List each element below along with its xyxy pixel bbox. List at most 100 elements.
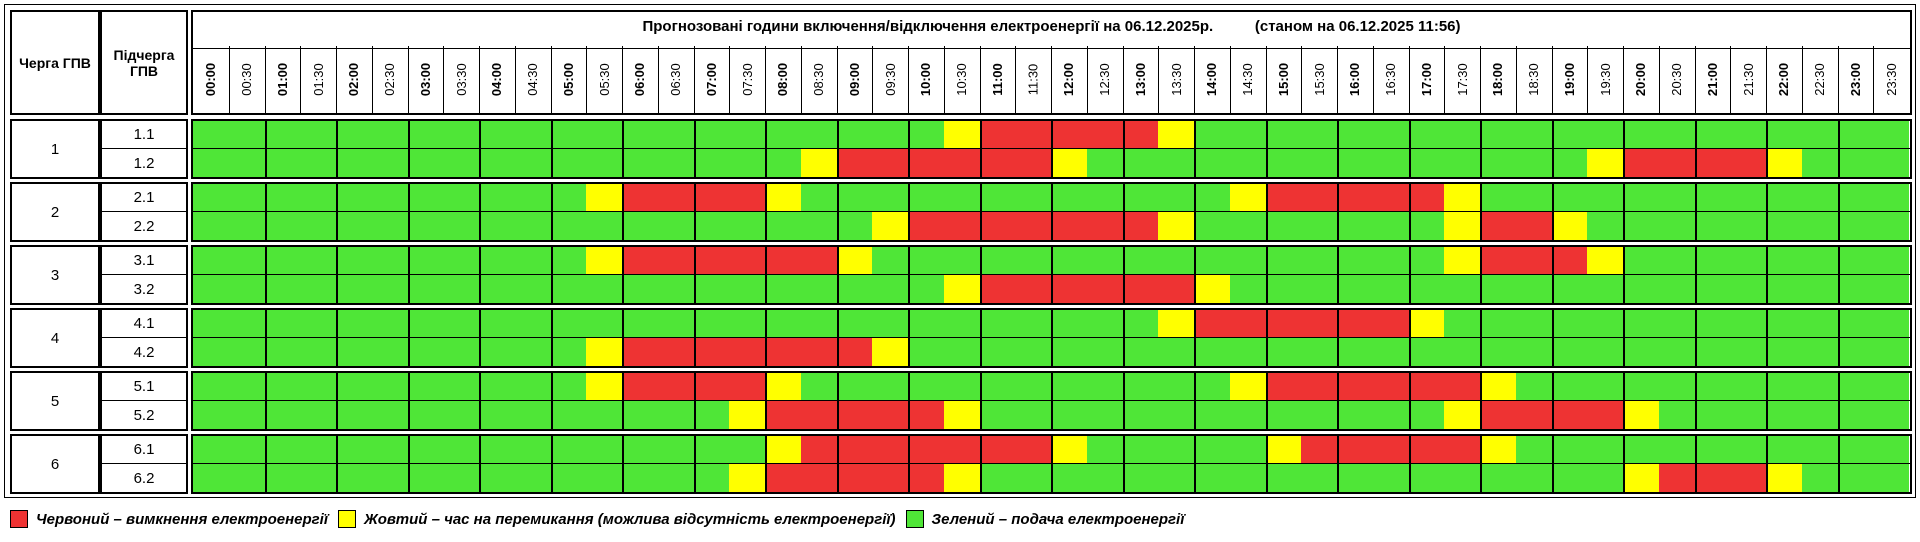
- time-separator: [765, 46, 766, 113]
- schedule-cell: [1623, 373, 1659, 401]
- schedule-cell: [944, 401, 980, 429]
- schedule-cell: [229, 121, 265, 149]
- schedule-cell: [1730, 401, 1766, 429]
- schedule-cell: [1766, 464, 1802, 492]
- time-label: 22:30: [1802, 48, 1838, 110]
- schedule-cell: [837, 212, 872, 240]
- schedule-cell: [479, 436, 515, 464]
- schedule-cell: [1623, 121, 1659, 149]
- schedule-cell: [1659, 401, 1695, 429]
- time-label: 14:30: [1230, 48, 1266, 110]
- subgroup-cell: [100, 119, 188, 179]
- time-label: 08:30: [801, 48, 837, 110]
- schedule-cell: [1194, 247, 1230, 275]
- schedule-cell: [872, 212, 908, 240]
- time-label: 12:00: [1051, 48, 1087, 110]
- schedule-cell: [1373, 373, 1409, 401]
- schedule-cell: [694, 121, 729, 149]
- schedule-cell: [193, 149, 229, 177]
- schedule-cell: [1873, 212, 1909, 240]
- cell-separator: [336, 121, 338, 177]
- cell-separator: [1051, 184, 1053, 240]
- schedule-cell: [729, 338, 765, 366]
- time-label-text: 13:00: [1132, 62, 1148, 96]
- schedule-cell: [1230, 184, 1266, 212]
- time-separator: [1301, 46, 1302, 113]
- subgroup-cell: [100, 434, 188, 494]
- cell-separator: [1337, 247, 1339, 303]
- schedule-cell: [1373, 275, 1409, 303]
- time-label-text: 02:00: [346, 62, 362, 96]
- time-label-text: 18:30: [1526, 62, 1542, 96]
- schedule-cell: [1730, 149, 1766, 177]
- schedule-cell: [1480, 247, 1516, 275]
- cell-separator: [336, 373, 338, 429]
- schedule-cell: [551, 184, 586, 212]
- schedule-cell: [336, 149, 372, 177]
- schedule-cell: [801, 373, 837, 401]
- cell-separator: [837, 247, 839, 303]
- schedule-cell: [1409, 275, 1444, 303]
- cell-separator: [1623, 121, 1625, 177]
- schedule-cell: [1730, 212, 1766, 240]
- time-label-text: 11:00: [989, 62, 1005, 96]
- schedule-cell: [1695, 212, 1730, 240]
- schedule-cell: [1051, 436, 1087, 464]
- schedule-cell: [1802, 401, 1838, 429]
- time-separator: [1766, 46, 1767, 113]
- schedule-cell: [336, 247, 372, 275]
- time-separator: [837, 46, 838, 113]
- schedule-cell: [408, 184, 443, 212]
- schedule-cell: [586, 464, 622, 492]
- schedule-cell: [694, 373, 729, 401]
- schedule-cell: [872, 121, 908, 149]
- schedule-cell: [1516, 184, 1552, 212]
- cell-separator: [694, 373, 696, 429]
- legend-item-red: Червоний – вимкнення електроенергії: [10, 510, 328, 528]
- schedule-cell: [1087, 401, 1123, 429]
- schedule-cell: [1695, 338, 1730, 366]
- schedule-cell: [408, 247, 443, 275]
- cell-separator: [1623, 247, 1625, 303]
- schedule-cell: [229, 436, 265, 464]
- time-separator: [1623, 46, 1624, 113]
- time-label: 00:30: [229, 48, 265, 110]
- schedule-cell: [622, 338, 658, 366]
- schedule-cell: [479, 275, 515, 303]
- schedule-cell: [1838, 373, 1873, 401]
- schedule-cell: [1266, 212, 1301, 240]
- schedule-cell: [1194, 310, 1230, 338]
- schedule-cell: [1194, 275, 1230, 303]
- group-cell: 1: [10, 119, 100, 179]
- schedule-cell: [1838, 338, 1873, 366]
- schedule-cell: [265, 212, 300, 240]
- legend-label-yellow: Жовтий – час на перемикання (можлива від…: [364, 510, 896, 528]
- time-separator: [1337, 46, 1338, 113]
- schedule-cell: [586, 310, 622, 338]
- schedule-cell: [1802, 464, 1838, 492]
- cell-separator: [622, 184, 624, 240]
- cell-separator: [1051, 247, 1053, 303]
- schedule-cell: [551, 121, 586, 149]
- schedule-cell: [1230, 464, 1266, 492]
- schedule-cell: [1051, 338, 1087, 366]
- cell-separator: [765, 121, 767, 177]
- schedule-cell: [1623, 275, 1659, 303]
- schedule-cell: [1552, 121, 1587, 149]
- schedule-cell: [1123, 436, 1158, 464]
- cell-separator: [1266, 184, 1268, 240]
- schedule-cell: [515, 275, 551, 303]
- schedule-cell: [1873, 373, 1909, 401]
- schedule-cell: [1659, 310, 1695, 338]
- cell-separator: [837, 121, 839, 177]
- schedule-cell: [1409, 338, 1444, 366]
- schedule-cell: [1194, 436, 1230, 464]
- time-label-text: 09:30: [882, 62, 898, 96]
- subgroup-label: 3.2: [133, 280, 155, 298]
- schedule-cell: [801, 121, 837, 149]
- cell-separator: [1123, 121, 1125, 177]
- cell-separator: [1766, 247, 1768, 303]
- subgroup-cell: [100, 308, 188, 368]
- schedule-cell: [1659, 464, 1695, 492]
- schedule-cell: [408, 212, 443, 240]
